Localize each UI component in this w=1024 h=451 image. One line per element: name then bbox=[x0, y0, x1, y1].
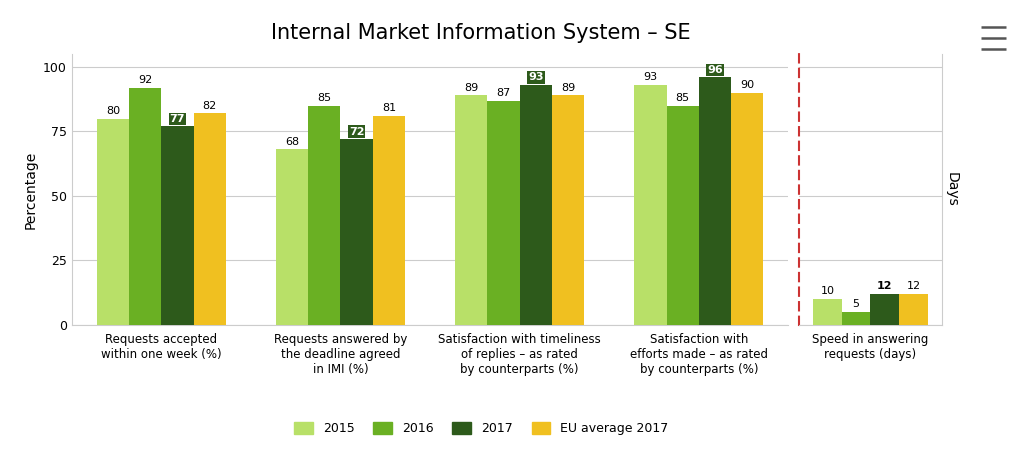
Bar bbox=[162, 126, 194, 325]
Bar bbox=[519, 85, 552, 325]
Bar bbox=[552, 95, 584, 325]
Text: 90: 90 bbox=[740, 80, 755, 90]
Bar bbox=[194, 113, 225, 325]
Text: 92: 92 bbox=[138, 75, 153, 85]
Bar bbox=[340, 139, 373, 325]
Text: 77: 77 bbox=[170, 114, 185, 124]
Bar bbox=[899, 294, 928, 325]
Y-axis label: Days: Days bbox=[945, 172, 958, 207]
Text: 93: 93 bbox=[643, 73, 657, 83]
Text: 85: 85 bbox=[676, 93, 690, 103]
Bar bbox=[96, 119, 129, 325]
Text: 82: 82 bbox=[203, 101, 217, 111]
Text: 89: 89 bbox=[561, 83, 575, 93]
Text: 10: 10 bbox=[820, 286, 835, 296]
Text: 5: 5 bbox=[853, 299, 859, 309]
Text: 85: 85 bbox=[317, 93, 332, 103]
Text: Internal Market Information System – SE: Internal Market Information System – SE bbox=[271, 23, 691, 42]
Text: 81: 81 bbox=[382, 103, 396, 113]
Bar bbox=[308, 106, 340, 325]
Y-axis label: Percentage: Percentage bbox=[24, 150, 38, 229]
Text: 12: 12 bbox=[906, 281, 921, 291]
Text: 93: 93 bbox=[528, 73, 544, 83]
Text: 96: 96 bbox=[708, 65, 723, 75]
Bar bbox=[731, 93, 764, 325]
Bar bbox=[129, 87, 162, 325]
Bar bbox=[487, 101, 519, 325]
Text: 72: 72 bbox=[349, 127, 365, 137]
Bar bbox=[275, 149, 308, 325]
Bar bbox=[870, 294, 899, 325]
Bar bbox=[813, 299, 842, 325]
Text: 87: 87 bbox=[497, 88, 511, 98]
Text: 12: 12 bbox=[877, 281, 893, 291]
Bar bbox=[455, 95, 487, 325]
Bar bbox=[842, 312, 870, 325]
Text: 89: 89 bbox=[464, 83, 478, 93]
Bar bbox=[373, 116, 404, 325]
Bar bbox=[634, 85, 667, 325]
Bar bbox=[667, 106, 699, 325]
Text: 68: 68 bbox=[285, 137, 299, 147]
Text: 80: 80 bbox=[105, 106, 120, 116]
Bar bbox=[698, 77, 731, 325]
Legend: 2015, 2016, 2017, EU average 2017: 2015, 2016, 2017, EU average 2017 bbox=[289, 417, 674, 440]
